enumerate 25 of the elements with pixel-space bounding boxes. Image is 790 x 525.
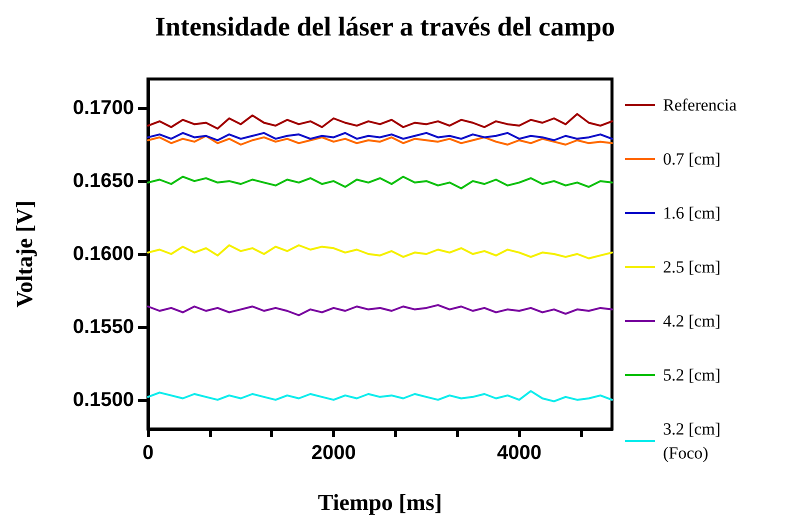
line-series xyxy=(147,304,613,316)
y-tick-label: 0.1650 xyxy=(72,170,134,192)
legend-label: Referencia xyxy=(663,96,738,114)
y-tick-label: 0.1500 xyxy=(72,388,134,411)
line-series xyxy=(147,176,613,190)
y-tick-label: 0.1700 xyxy=(72,97,134,120)
legend-label: 3.2 [cm] (Foco) xyxy=(663,420,721,462)
x-tick-label: 2000 xyxy=(311,442,356,464)
y-tick-label: 0.1550 xyxy=(72,316,134,338)
y-tick-label: 0.1600 xyxy=(72,243,134,265)
chart-title: Intensidade del láser a través del campo xyxy=(155,12,615,42)
line-series xyxy=(147,113,613,130)
line-series xyxy=(147,132,613,142)
x-tick-label: 0 xyxy=(142,442,154,464)
legend-label: 0.7 [cm] xyxy=(663,150,721,168)
legend-label: 1.6 [cm] xyxy=(663,204,721,222)
y-axis-title: Voltaje [V] xyxy=(12,200,37,308)
line-series xyxy=(147,390,613,402)
legend-label: 2.5 [cm] xyxy=(663,258,721,276)
legend-label: 4.2 [cm] xyxy=(663,312,721,330)
x-tick-label: 4000 xyxy=(496,442,542,464)
legend-label: 5.2 [cm] xyxy=(663,366,721,384)
line-series xyxy=(147,244,613,260)
x-axis-title: Tiempo [ms] xyxy=(318,490,442,515)
line-series xyxy=(147,134,613,146)
